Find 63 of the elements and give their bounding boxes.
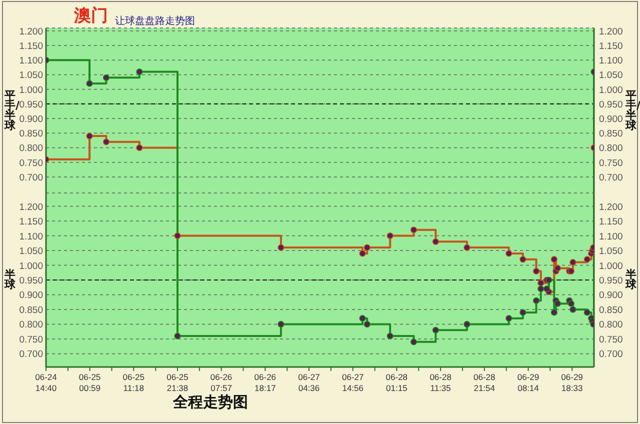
y-tick-label: 1.150 [19,216,43,228]
x-tick-label: 06-25 00:59 [78,372,101,393]
y2-tick-label: 0.950 [599,99,623,110]
x-tick-label: 06-27 14:56 [342,372,364,393]
x-tick-label: 06-28 21:54 [473,372,496,393]
y2-tick-label: 1.150 [599,41,623,52]
y-tick-label: 1.050 [19,246,43,258]
y-axis-title: 半球 [4,268,16,291]
y-tick-label: 0.750 [19,158,43,169]
text: 全程走势图 [173,393,248,411]
y2-tick-label: 1.000 [599,260,623,272]
y2-tick-label: 1.100 [599,56,623,67]
y2-tick-label: 1.100 [599,231,623,242]
y-tick-label: 1.000 [19,84,43,96]
y2-tick-label: 0.750 [599,334,623,346]
y2-tick-label: 0.700 [599,172,623,184]
y-tick-label: 0.700 [19,349,43,360]
y-tick-label: 0.800 [19,143,43,154]
y-tick-label: 1.100 [19,231,43,242]
y-tick-label: 1.050 [19,70,43,82]
y2-tick-label: 0.800 [599,320,623,331]
y2-tick-label: 0.800 [599,143,623,154]
y-tick-label: 0.950 [19,99,43,110]
y2-tick-label: 1.200 [599,26,623,38]
chart-subtitle: 让球盘盘路走势图 [115,16,195,27]
y-tick-label: 0.950 [19,276,43,286]
y2-tick-label: 0.850 [599,304,623,316]
y-tick-label: 0.900 [19,290,43,302]
x-tick-label: 06-26 07:57 [210,372,232,393]
y2-tick-label: 1.150 [599,216,623,228]
y-tick-label: 0.850 [19,304,43,316]
y-tick-label: 1.200 [19,202,43,213]
x-tick-label: 06-24 14:40 [35,372,58,393]
y-tick-label: 1.150 [19,41,43,52]
y-axis-title: 平手/半球 [4,88,20,132]
y2-tick-label: 0.850 [599,128,623,140]
x-tick-label: 06-29 08:14 [517,372,540,393]
y2-tick-label: 0.900 [599,114,623,126]
y2-tick-label: 0.700 [599,349,623,360]
y-tick-label: 1.200 [19,26,43,38]
y2-tick-label: 1.050 [599,246,623,258]
y-tick-label: 1.000 [19,260,43,272]
x-tick-label: 06-28 11:35 [430,372,452,393]
y2-tick-label: 0.950 [599,276,623,286]
y-tick-label: 1.100 [19,56,43,67]
y-tick-label: 0.800 [19,320,43,331]
chart-title: 澳门 [74,6,108,27]
x-tick-label: 06-27 04:36 [298,372,320,393]
y2-tick-label: 1.200 [599,202,623,213]
y2-tick-label: 0.900 [599,290,623,302]
y2-tick-label: 1.050 [599,70,623,82]
x-tick-label: 06-29 18:33 [561,372,584,393]
y-tick-label: 0.750 [19,334,43,346]
y-tick-label: 0.700 [19,172,43,184]
y-tick-label: 0.850 [19,128,43,140]
x-tick-label: 06-25 21:38 [166,372,189,393]
x-tick-label: 06-26 18:17 [254,372,276,393]
x-tick-label: 06-28 01:15 [386,372,408,393]
y2-tick-label: 1.000 [599,84,623,96]
y2-axis-title: 半球 [626,268,636,291]
y2-tick-label: 0.750 [599,158,623,169]
x-tick-label: 06-25 11:18 [122,372,145,393]
y-tick-label: 0.900 [19,114,43,126]
